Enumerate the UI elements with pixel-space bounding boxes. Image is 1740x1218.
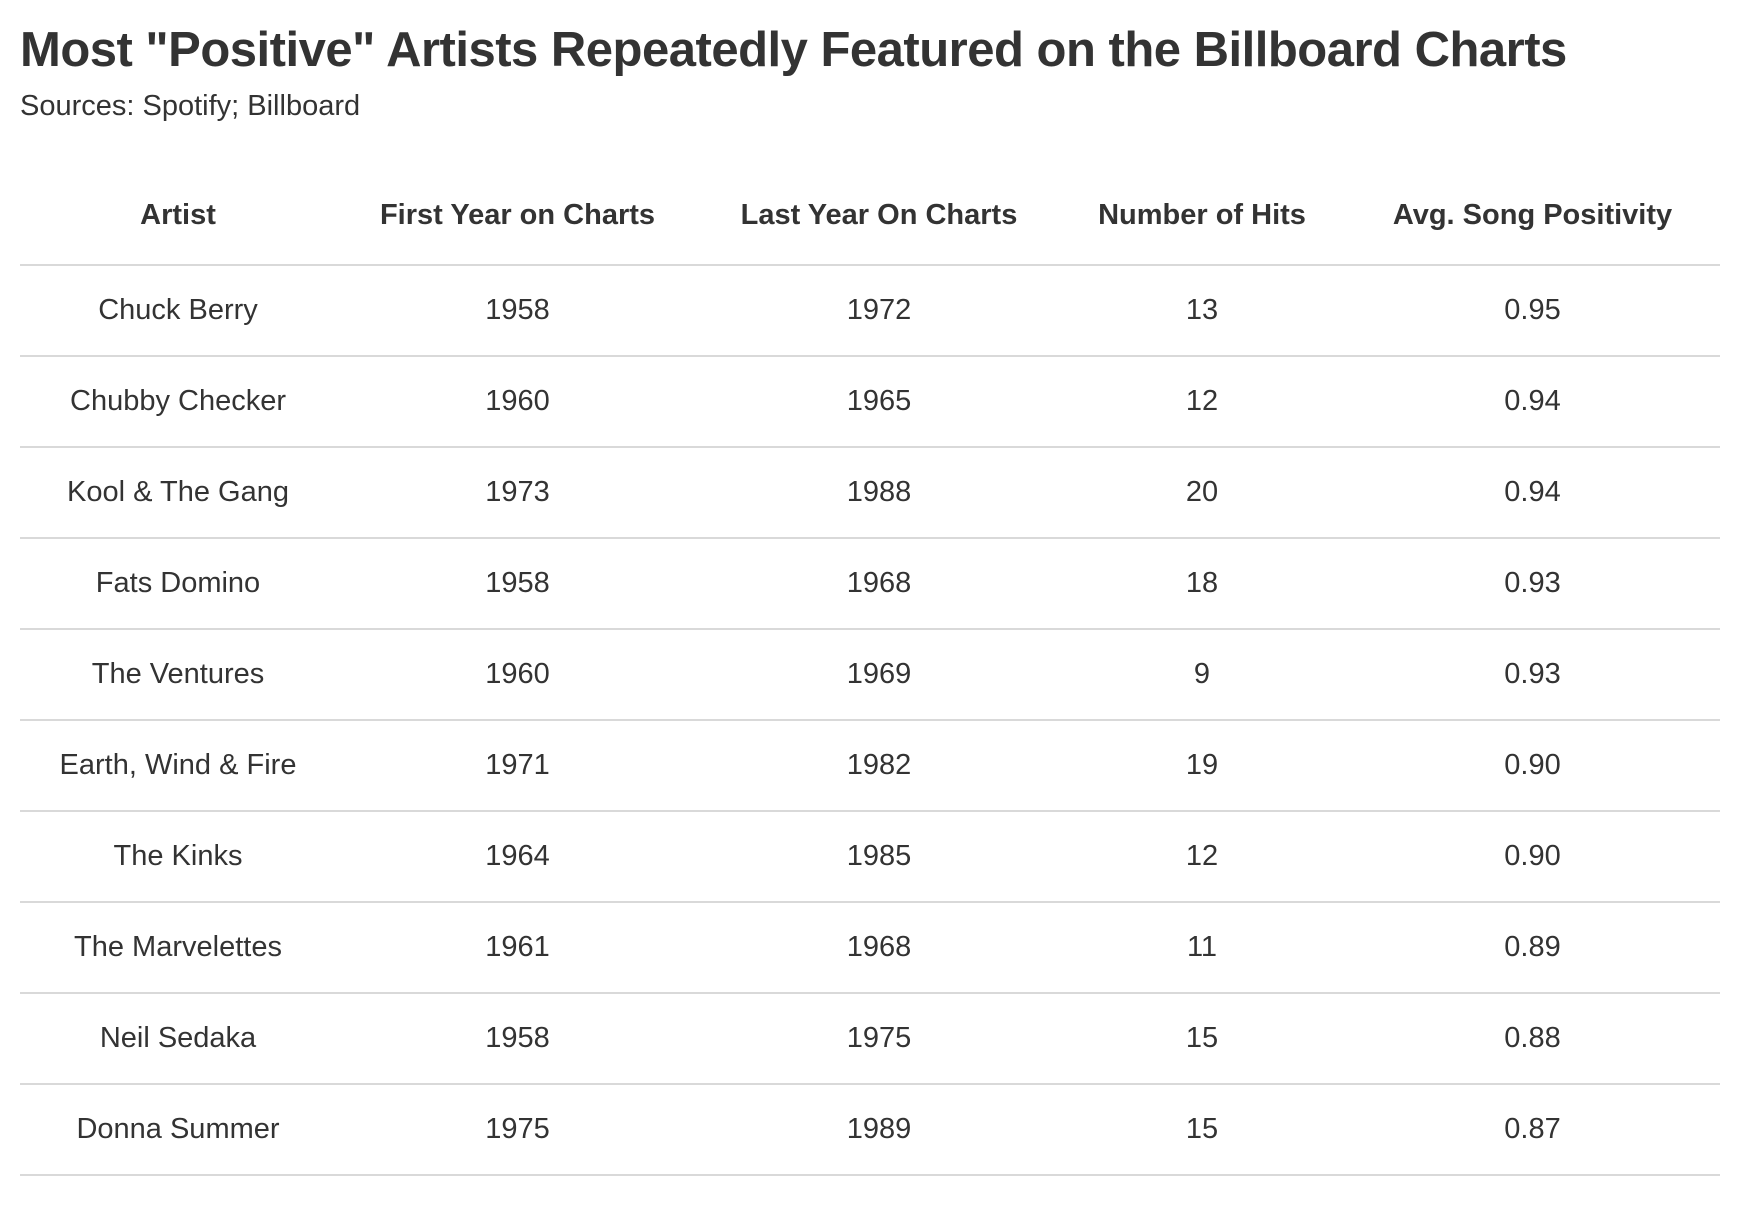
cell-artist: The Ventures	[20, 629, 336, 721]
column-header-artist: Artist	[20, 166, 336, 266]
cell-avg-song-positivity: 0.87	[1345, 1084, 1720, 1176]
column-header-first-year: First Year on Charts	[336, 166, 699, 266]
cell-avg-song-positivity: 0.90	[1345, 811, 1720, 903]
cell-avg-song-positivity: 0.90	[1345, 720, 1720, 812]
cell-avg-song-positivity: 0.93	[1345, 629, 1720, 721]
cell-first-year: 1958	[336, 538, 699, 630]
cell-first-year: 1960	[336, 356, 699, 448]
cell-last-year: 1989	[699, 1084, 1059, 1176]
cell-number-of-hits: 12	[1059, 356, 1345, 448]
cell-first-year: 1958	[336, 265, 699, 357]
cell-first-year: 1961	[336, 902, 699, 994]
cell-number-of-hits: 13	[1059, 265, 1345, 357]
chart-subtitle: Sources: Spotify; Billboard	[20, 90, 361, 122]
cell-first-year: 1975	[336, 1084, 699, 1176]
cell-first-year: 1971	[336, 720, 699, 812]
cell-number-of-hits: 15	[1059, 993, 1345, 1085]
data-table: Artist First Year on Charts Last Year On C…	[20, 166, 1720, 1176]
column-header-last-year: Last Year On Charts	[699, 166, 1059, 266]
column-header-number-of-hits: Number of Hits	[1059, 166, 1345, 266]
cell-number-of-hits: 12	[1059, 811, 1345, 903]
table-body: Chuck Berry 1958 1972 13 0.95 Chubby Checker 1…	[20, 265, 1720, 1176]
cell-artist: Kool & The Gang	[20, 447, 336, 539]
cell-first-year: 1973	[336, 447, 699, 539]
cell-last-year: 1985	[699, 811, 1059, 903]
cell-artist: Neil Sedaka	[20, 993, 336, 1085]
cell-first-year: 1964	[336, 811, 699, 903]
table-row: Earth, Wind & Fire 1971 1982 19 0.90	[20, 720, 1720, 812]
cell-artist: Chubby Checker	[20, 356, 336, 448]
table-row: Neil Sedaka 1958 1975 15 0.88	[20, 993, 1720, 1085]
cell-number-of-hits: 18	[1059, 538, 1345, 630]
chart-title: Most "Positive" Artists Repeatedly Featu…	[20, 23, 1567, 77]
cell-artist: Fats Domino	[20, 538, 336, 630]
table-row: The Ventures 1960 1969 9 0.93	[20, 629, 1720, 721]
cell-last-year: 1968	[699, 902, 1059, 994]
table-row: The Kinks 1964 1985 12 0.90	[20, 811, 1720, 903]
cell-number-of-hits: 15	[1059, 1084, 1345, 1176]
cell-last-year: 1972	[699, 265, 1059, 357]
cell-artist: The Kinks	[20, 811, 336, 903]
chart-container: Most "Positive" Artists Repeatedly Featu…	[20, 18, 1720, 1176]
cell-last-year: 1968	[699, 538, 1059, 630]
cell-number-of-hits: 19	[1059, 720, 1345, 812]
column-header-avg-song-positivity: Avg. Song Positivity	[1345, 166, 1720, 266]
header-row: Artist First Year on Charts Last Year On C…	[20, 166, 1720, 266]
cell-avg-song-positivity: 0.94	[1345, 356, 1720, 448]
table-row: Chuck Berry 1958 1972 13 0.95	[20, 265, 1720, 357]
cell-last-year: 1969	[699, 629, 1059, 721]
cell-last-year: 1975	[699, 993, 1059, 1085]
table-row: Donna Summer 1975 1989 15 0.87	[20, 1084, 1720, 1176]
table-row: Kool & The Gang 1973 1988 20 0.94	[20, 447, 1720, 539]
cell-first-year: 1960	[336, 629, 699, 721]
table-header: Artist First Year on Charts Last Year On C…	[20, 166, 1720, 266]
cell-avg-song-positivity: 0.94	[1345, 447, 1720, 539]
cell-artist: Chuck Berry	[20, 265, 336, 357]
cell-number-of-hits: 11	[1059, 902, 1345, 994]
cell-number-of-hits: 9	[1059, 629, 1345, 721]
table-row: Fats Domino 1958 1968 18 0.93	[20, 538, 1720, 630]
cell-avg-song-positivity: 0.95	[1345, 265, 1720, 357]
cell-last-year: 1988	[699, 447, 1059, 539]
cell-last-year: 1965	[699, 356, 1059, 448]
cell-artist: Earth, Wind & Fire	[20, 720, 336, 812]
cell-last-year: 1982	[699, 720, 1059, 812]
table-row: Chubby Checker 1960 1965 12 0.94	[20, 356, 1720, 448]
cell-artist: Donna Summer	[20, 1084, 336, 1176]
cell-avg-song-positivity: 0.93	[1345, 538, 1720, 630]
cell-number-of-hits: 20	[1059, 447, 1345, 539]
cell-avg-song-positivity: 0.89	[1345, 902, 1720, 994]
cell-artist: The Marvelettes	[20, 902, 336, 994]
cell-first-year: 1958	[336, 993, 699, 1085]
table-row: The Marvelettes 1961 1968 11 0.89	[20, 902, 1720, 994]
cell-avg-song-positivity: 0.88	[1345, 993, 1720, 1085]
